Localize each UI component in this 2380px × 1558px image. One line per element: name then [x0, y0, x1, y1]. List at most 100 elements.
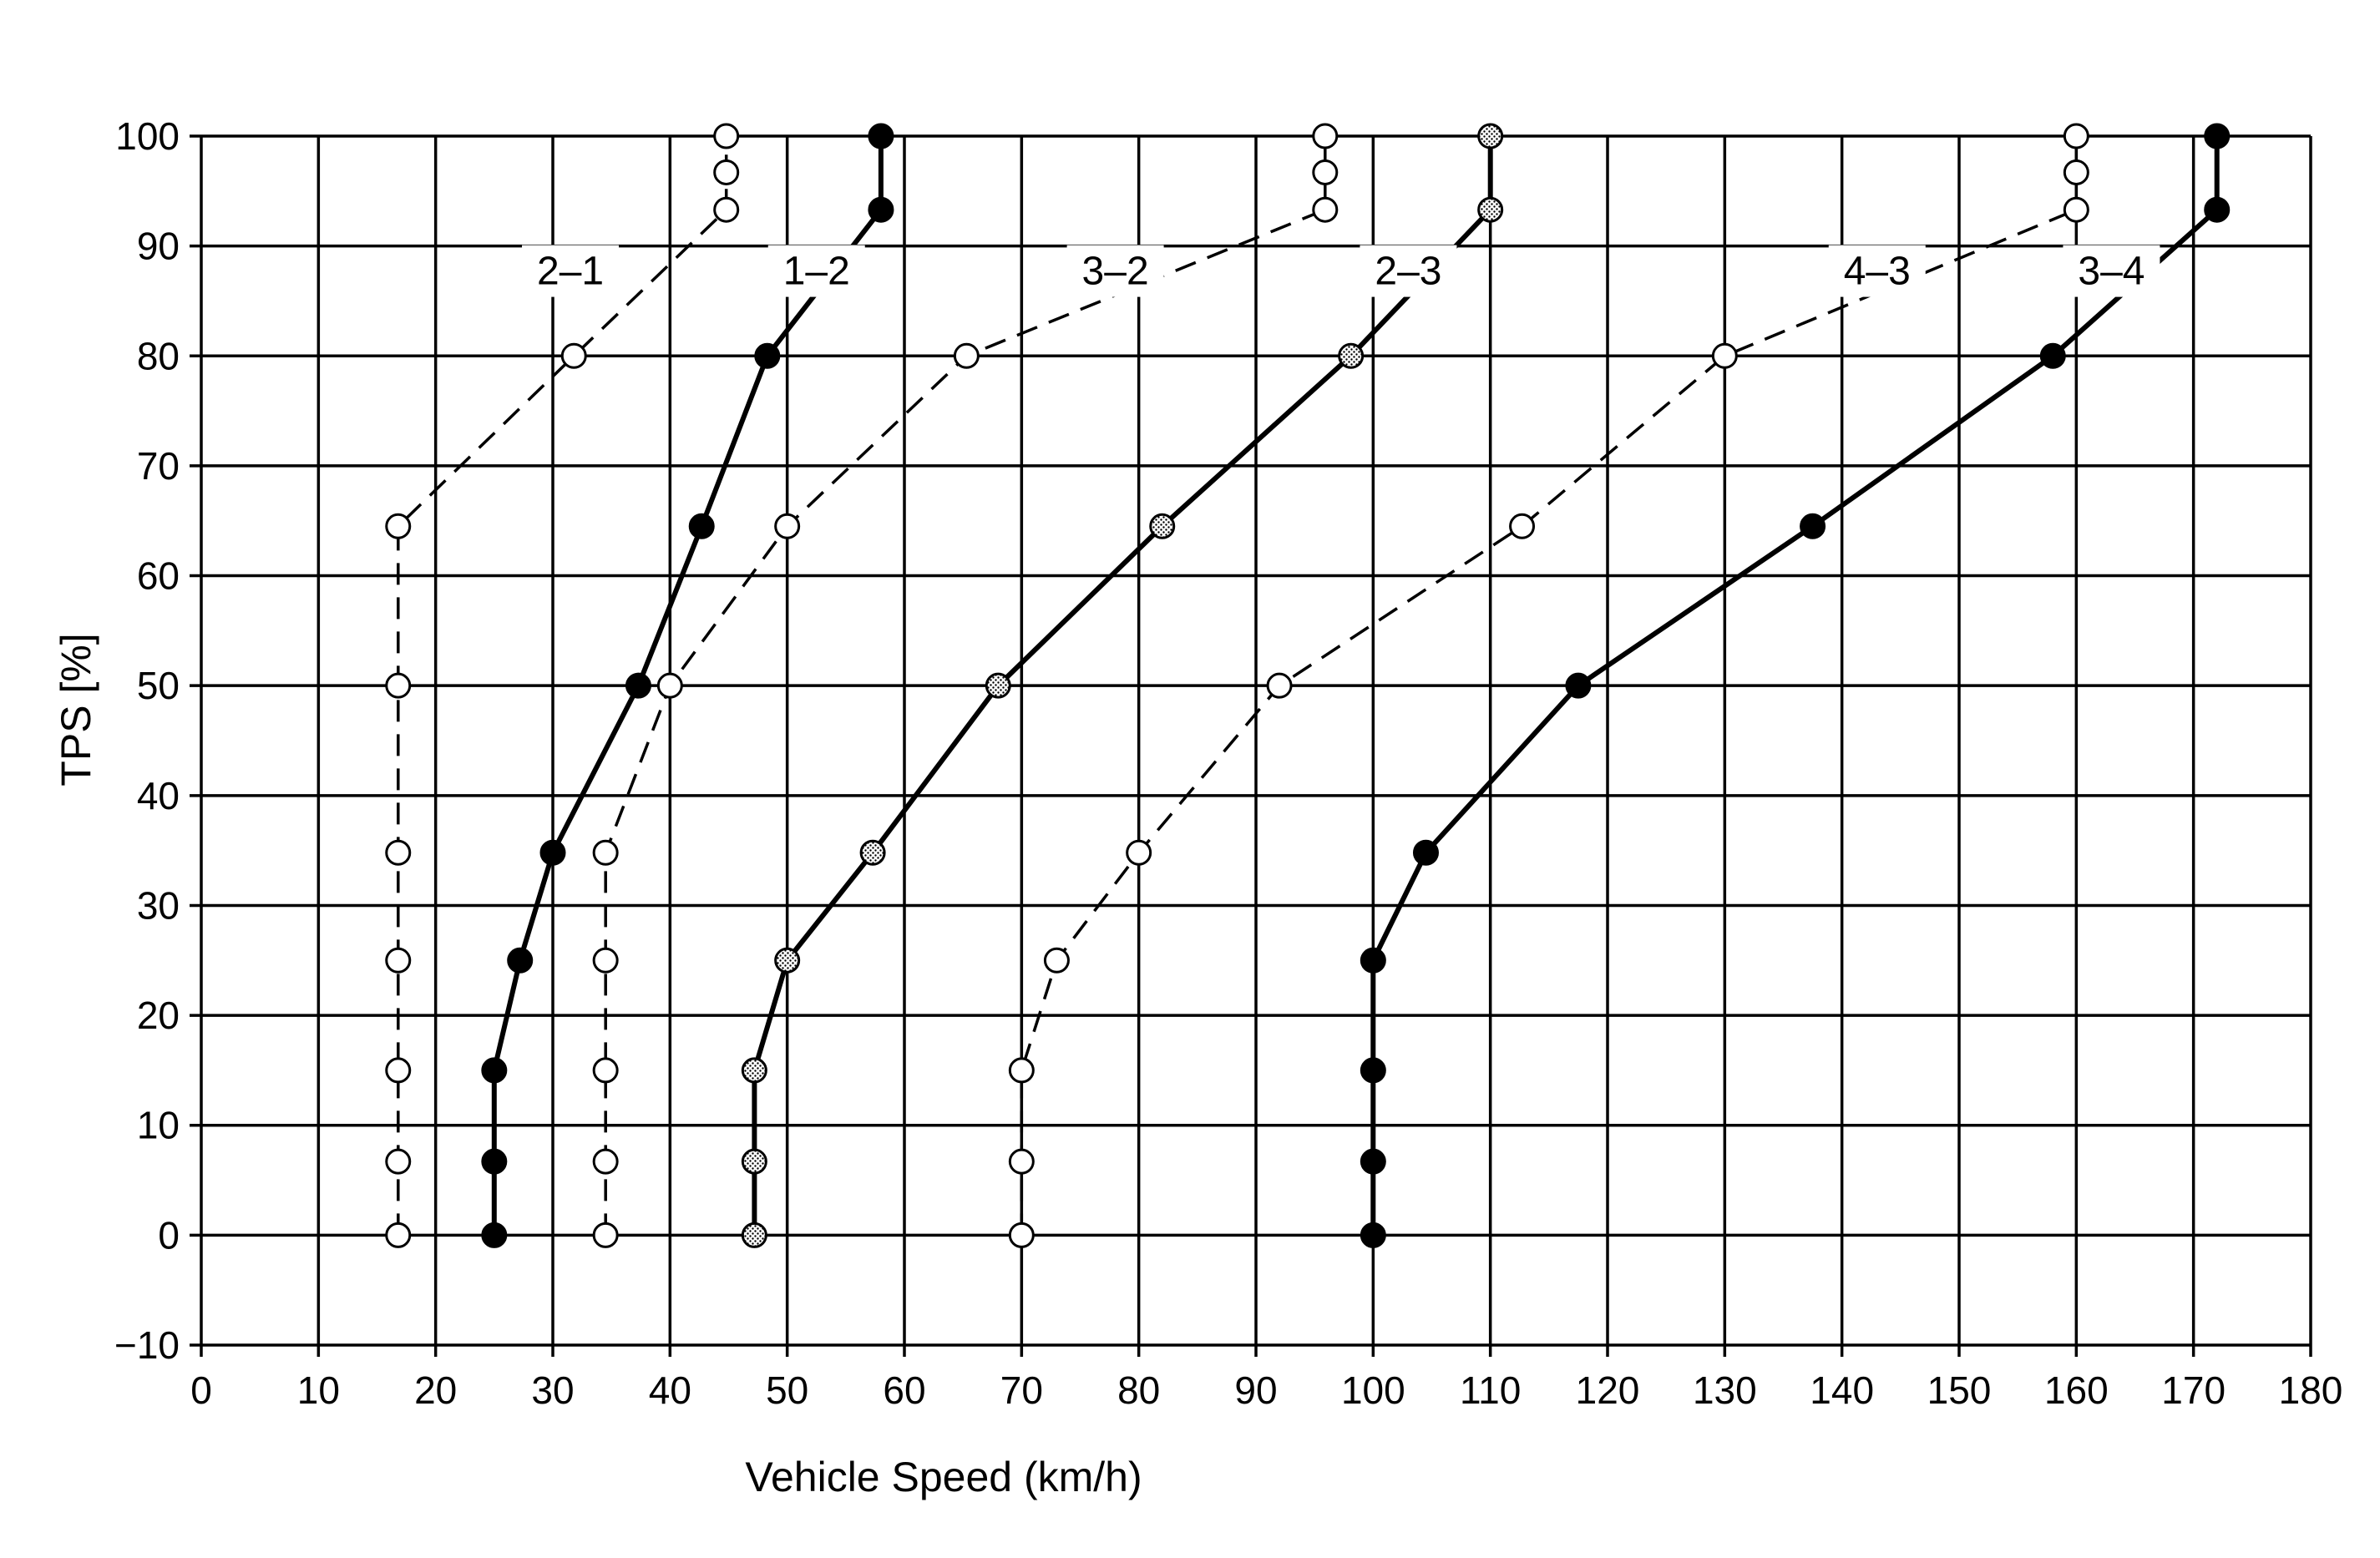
- series-4: [1008, 123, 2089, 1248]
- y-tick-label: 30: [137, 883, 180, 927]
- y-tick-label: 40: [137, 774, 180, 817]
- data-point: [385, 839, 412, 866]
- x-tick-label: 100: [1341, 1368, 1405, 1412]
- data-point: [385, 1222, 412, 1248]
- data-point: [713, 196, 740, 223]
- data-point: [713, 123, 740, 149]
- x-tick-label: 0: [190, 1368, 212, 1412]
- data-point: [1412, 839, 1439, 866]
- x-tick-label: 30: [531, 1368, 574, 1412]
- y-tick-label: 60: [137, 554, 180, 598]
- series-label-bg: [522, 245, 620, 297]
- series-label: 4–3: [1844, 250, 1911, 294]
- data-point: [2039, 342, 2066, 369]
- data-point: [1711, 342, 1738, 369]
- y-tick-label: −10: [114, 1323, 180, 1367]
- data-point: [592, 947, 619, 974]
- data-point: [656, 672, 683, 699]
- series-label-bg: [767, 245, 865, 297]
- y-tick-label: 80: [137, 334, 180, 377]
- data-point: [1360, 1148, 1386, 1175]
- data-point: [1008, 1148, 1035, 1175]
- data-point: [1360, 1057, 1386, 1084]
- y-tick-label: 70: [137, 444, 180, 488]
- data-point: [385, 947, 412, 974]
- series-2: [592, 123, 1339, 1248]
- data-point: [2204, 123, 2231, 149]
- data-point: [385, 513, 412, 539]
- x-tick-label: 170: [2161, 1368, 2226, 1412]
- y-tick-labels: −10 0 10 20 30 40 50 60 70 80 90 100: [114, 114, 180, 1367]
- data-point: [868, 196, 894, 223]
- data-point: [774, 947, 801, 974]
- data-point: [560, 342, 587, 369]
- series-label-bg: [1828, 245, 1926, 297]
- data-point: [754, 342, 781, 369]
- y-tick-label: 0: [158, 1213, 180, 1257]
- data-point: [953, 342, 980, 369]
- x-tick-label: 160: [2044, 1368, 2109, 1412]
- x-tick-labels: 0 10 20 30 40 50 60 70 80 90 100 110 120 130 140 150 160…: [190, 1368, 2342, 1412]
- data-point: [385, 1057, 412, 1084]
- series-labels: 2–1 1–2 3–2 2–3 4–3 3–4: [522, 245, 2160, 297]
- series-label-bg: [2063, 245, 2160, 297]
- x-tick-label: 60: [883, 1368, 925, 1412]
- data-point: [539, 839, 566, 866]
- data-point: [625, 672, 651, 699]
- x-tick-label: 150: [1927, 1368, 1992, 1412]
- data-point: [741, 1222, 767, 1248]
- data-point: [1043, 947, 1070, 974]
- series-label-bg: [1360, 245, 1457, 297]
- data-point: [713, 159, 740, 185]
- data-point: [592, 1148, 619, 1175]
- y-tick-label: 20: [137, 994, 180, 1037]
- x-tick-label: 20: [414, 1368, 457, 1412]
- data-point: [1800, 513, 1826, 539]
- series-label: 3–4: [2078, 250, 2145, 294]
- data-point: [592, 1222, 619, 1248]
- data-point: [741, 1057, 767, 1084]
- x-axis-title: Vehicle Speed (km/h): [745, 1454, 1142, 1500]
- data-point: [1312, 123, 1339, 149]
- data-point: [1477, 196, 1504, 223]
- data-point: [385, 672, 412, 699]
- y-tick-label: 10: [137, 1104, 180, 1147]
- series-label: 2–1: [537, 250, 604, 294]
- series-label-bg: [1066, 245, 1164, 297]
- x-tick-label: 50: [766, 1368, 808, 1412]
- data-point: [1360, 947, 1386, 974]
- series-0: [385, 123, 740, 1248]
- series-label: 1–2: [783, 250, 850, 294]
- data-point: [1565, 672, 1592, 699]
- y-tick-label: 100: [115, 114, 180, 158]
- data-point: [1509, 513, 1536, 539]
- data-point: [859, 839, 886, 866]
- data-point: [2063, 196, 2089, 223]
- x-tick-label: 130: [1693, 1368, 1757, 1412]
- x-tick-label: 180: [2279, 1368, 2343, 1412]
- data-point: [688, 513, 715, 539]
- data-point: [1126, 839, 1152, 866]
- data-point: [592, 839, 619, 866]
- data-point: [868, 123, 894, 149]
- x-tick-label: 120: [1576, 1368, 1640, 1412]
- data-point: [741, 1148, 767, 1175]
- data-point: [385, 1148, 412, 1175]
- data-point: [774, 513, 801, 539]
- y-tick-label: 50: [137, 664, 180, 707]
- data-point: [2063, 123, 2089, 149]
- data-point: [1008, 1057, 1035, 1084]
- x-tick-label: 80: [1117, 1368, 1160, 1412]
- series-layer: [385, 123, 2231, 1248]
- data-point: [985, 672, 1011, 699]
- data-point: [1149, 513, 1176, 539]
- x-tick-label: 140: [1810, 1368, 1874, 1412]
- x-tick-label: 110: [1460, 1368, 1521, 1412]
- data-point: [1008, 1222, 1035, 1248]
- data-point: [1312, 196, 1339, 223]
- x-tick-label: 40: [649, 1368, 691, 1412]
- x-tick-label: 90: [1234, 1368, 1277, 1412]
- y-tick-label: 90: [137, 225, 180, 268]
- data-point: [1360, 1222, 1386, 1248]
